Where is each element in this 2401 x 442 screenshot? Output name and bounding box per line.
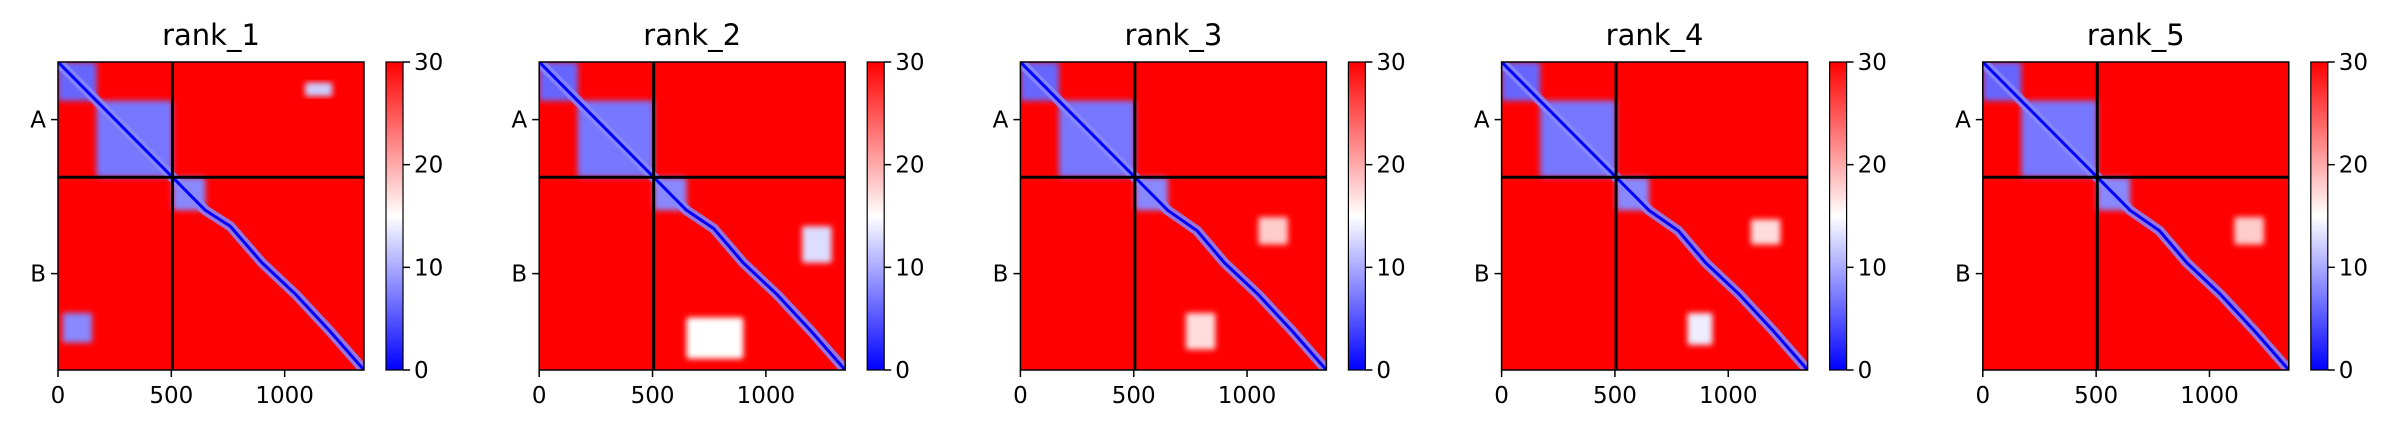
heatmap-panel: rank_1 A B 0 500 1000 0 10 20 30 (30, 18, 443, 409)
panel-title: rank_1 (162, 18, 260, 52)
heatmap-panel: rank_4 A B 0 500 1000 0 10 20 30 (1474, 18, 1887, 409)
low-error-block (305, 82, 333, 97)
x-tick-label: 1000 (2180, 383, 2239, 409)
colorbar (1348, 62, 1366, 370)
colorbar-frame (866, 61, 885, 371)
x-tick-label: 0 (1494, 383, 1509, 409)
diagonal-line (1020, 62, 1327, 370)
colorbar-tick-label: 30 (2339, 50, 2368, 76)
colorbar-tick-label: 10 (895, 255, 924, 281)
chain-label: B (1955, 262, 1971, 288)
chain-label: B (30, 262, 46, 288)
x-tick-label: 500 (2074, 383, 2118, 409)
diagonal-line (1501, 62, 1808, 370)
low-error-block (802, 226, 832, 263)
colorbar-tick-label: 30 (895, 50, 924, 76)
colorbar-tick-label: 10 (1858, 255, 1887, 281)
x-tick-label: 0 (1013, 383, 1028, 409)
colorbar-tick-label: 0 (2339, 358, 2354, 384)
colorbar-tick-label: 0 (1858, 358, 1873, 384)
heatmap-area (1020, 62, 1327, 370)
x-tick-label: 0 (1975, 383, 1990, 409)
colorbar-frame (385, 61, 404, 371)
diagonal-line (539, 62, 846, 370)
colorbar-tick-label: 10 (1376, 255, 1405, 281)
colorbar-tick-label: 30 (1858, 50, 1887, 76)
plot-frame (1019, 61, 1328, 371)
chain-label: B (1474, 262, 1490, 288)
panel-title: rank_5 (2087, 18, 2185, 52)
colorbar-tick-label: 30 (1376, 50, 1405, 76)
x-tick-label: 500 (1593, 383, 1637, 409)
colorbar-frame (2310, 61, 2329, 371)
low-error-block (62, 312, 92, 343)
low-error-block (1750, 219, 1781, 245)
colorbar-frame (1347, 61, 1367, 371)
heatmap-panel: rank_5 A B 0 500 1000 0 10 20 30 (1955, 18, 2368, 409)
panel-title: rank_2 (643, 18, 741, 52)
plot-frame (57, 61, 365, 371)
colorbar-tick-label: 10 (2339, 255, 2368, 281)
x-tick-label: 500 (1112, 383, 1156, 409)
x-tick-label: 1000 (737, 383, 796, 409)
colorbar-tick-label: 10 (414, 255, 443, 281)
diagonal-line (58, 62, 364, 370)
low-error-block (1258, 217, 1288, 245)
colorbar-tick-label: 20 (2339, 153, 2368, 179)
heatmap-area (58, 62, 364, 370)
plot-frame (538, 61, 846, 371)
x-tick-label: 500 (149, 383, 193, 409)
x-tick-label: 1000 (1699, 383, 1758, 409)
colorbar-tick-label: 0 (895, 358, 910, 384)
panel-title: rank_4 (1606, 18, 1704, 52)
plot-frame (1500, 61, 1809, 371)
x-tick-label: 500 (631, 383, 675, 409)
x-tick-label: 0 (51, 383, 66, 409)
colorbar-tick-label: 20 (895, 153, 924, 179)
colorbar (1829, 62, 1847, 370)
chain-label: A (30, 108, 46, 134)
heatmap-area (1501, 62, 1808, 370)
colorbar-tick-label: 20 (1376, 153, 1405, 179)
low-error-block (1687, 312, 1713, 345)
chain-label: B (511, 262, 527, 288)
heatmap-panel: rank_2 A B 0 500 1000 0 10 20 30 (511, 18, 924, 409)
low-error-block (686, 317, 744, 359)
colorbar-tick-label: 30 (414, 50, 443, 76)
heatmap-area (539, 62, 846, 370)
colorbar-tick-label: 0 (414, 358, 429, 384)
colorbar (386, 62, 403, 370)
x-tick-label: 1000 (1218, 383, 1277, 409)
x-tick-label: 1000 (255, 383, 314, 409)
colorbar-tick-label: 0 (1376, 358, 1391, 384)
chain-label: A (993, 108, 1009, 134)
colorbar (2310, 62, 2328, 370)
colorbar-frame (1828, 61, 1848, 371)
chain-label: A (511, 108, 527, 134)
colorbar-tick-label: 20 (1858, 153, 1887, 179)
chain-label: A (1955, 108, 1971, 134)
colorbar-tick-label: 20 (414, 153, 443, 179)
chain-label: A (1474, 108, 1490, 134)
colorbar (867, 62, 885, 370)
low-error-block (2234, 217, 2264, 245)
low-error-block (1185, 312, 1216, 350)
diagonal-line (1982, 62, 2289, 370)
heatmap-area (1982, 62, 2289, 370)
plot-frame (1982, 61, 2290, 371)
chain-label: B (993, 262, 1009, 288)
heatmap-panel: rank_3 A B 0 500 1000 0 10 20 30 (993, 18, 1406, 409)
x-tick-label: 0 (532, 383, 547, 409)
panel-title: rank_3 (1124, 18, 1222, 52)
